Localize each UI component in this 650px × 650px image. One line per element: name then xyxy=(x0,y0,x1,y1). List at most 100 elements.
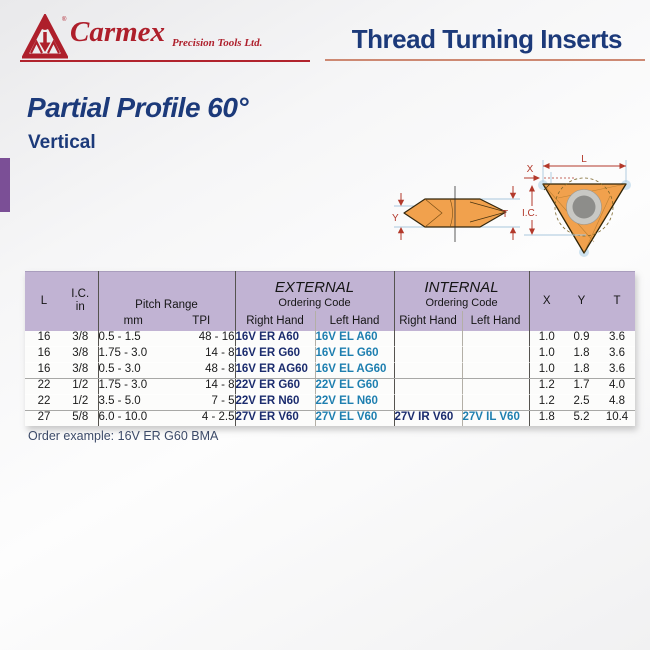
brand-subtitle: Precision Tools Ltd. xyxy=(172,37,263,49)
cell-ic: 1/2 xyxy=(63,394,99,411)
cell-internal-right-hand: 27V IR V60 xyxy=(394,410,463,426)
table-row: 27 5/8 6.0 - 10.0 4 - 2.5 27V ER V60 27V… xyxy=(25,410,636,426)
cell-l: 16 xyxy=(25,346,63,363)
cell-internal-left-hand xyxy=(462,394,530,411)
cell-external-right-hand: 16V ER G60 xyxy=(235,346,316,363)
col-header-internal-left-hand: Left Hand xyxy=(462,310,530,331)
col-header-y: Y xyxy=(564,271,600,331)
cell-l: 22 xyxy=(25,378,63,395)
col-header-external-left-hand: Left Hand xyxy=(315,310,395,331)
table-row: 22 1/2 3.5 - 5.0 7 - 5 22V ER N60 22V EL… xyxy=(25,394,636,411)
col-header-ic-label: I.C. xyxy=(71,288,90,301)
side-view-y-label: Y xyxy=(392,213,399,224)
cell-l: 16 xyxy=(25,362,63,379)
cell-l: 22 xyxy=(25,394,63,411)
cell-t: 3.6 xyxy=(599,346,636,363)
col-header-external: EXTERNAL xyxy=(235,271,395,296)
cell-ic: 3/8 xyxy=(63,362,99,379)
cell-pitch-mm: 1.75 - 3.0 xyxy=(98,346,168,363)
cell-external-right-hand: 16V ER A60 xyxy=(235,330,316,347)
table-row: 16 3/8 0.5 - 1.5 48 - 16 16V ER A60 16V … xyxy=(25,330,636,347)
cell-pitch-mm: 0.5 - 1.5 xyxy=(98,330,168,347)
cell-y: 2.5 xyxy=(564,394,600,411)
col-header-ordering-code-external: Ordering Code xyxy=(235,295,395,311)
cell-external-left-hand: 16V EL G60 xyxy=(315,346,395,363)
page-title: Thread Turning Inserts xyxy=(351,24,623,54)
insert-spec-table: L I.C. in Pitch Range EXTERNAL INTERNAL … xyxy=(25,271,636,426)
cell-external-right-hand: 22V ER G60 xyxy=(235,378,316,395)
col-header-internal: INTERNAL xyxy=(394,271,530,296)
col-header-tpi: TPI xyxy=(168,310,236,331)
cell-internal-right-hand xyxy=(394,378,463,395)
cell-internal-right-hand xyxy=(394,346,463,363)
col-header-t: T xyxy=(599,271,636,331)
order-example: Order example: 16V ER G60 BMA xyxy=(28,429,219,443)
cell-pitch-mm: 6.0 - 10.0 xyxy=(98,410,168,426)
cell-internal-right-hand xyxy=(394,362,463,379)
cell-pitch-tpi: 14 - 8 xyxy=(168,346,236,363)
top-view-ic-label: I.C. xyxy=(522,208,538,219)
cell-internal-left-hand xyxy=(462,362,530,379)
table-row: 16 3/8 0.5 - 3.0 48 - 8 16V ER AG60 16V … xyxy=(25,362,636,379)
cell-pitch-mm: 0.5 - 3.0 xyxy=(98,362,168,379)
top-view-l-label: L xyxy=(581,154,587,165)
registered-mark-icon: ® xyxy=(62,16,67,23)
cell-internal-left-hand xyxy=(462,378,530,395)
cell-ic: 5/8 xyxy=(63,410,99,426)
col-header-ordering-code-internal: Ordering Code xyxy=(394,295,530,311)
cell-l: 27 xyxy=(25,410,63,426)
section-title: Partial Profile 60° xyxy=(27,92,249,123)
cell-external-left-hand: 16V EL A60 xyxy=(315,330,395,347)
cell-x: 1.0 xyxy=(529,346,565,363)
cell-ic: 3/8 xyxy=(63,330,99,347)
title-underline xyxy=(325,59,645,61)
cell-pitch-tpi: 48 - 16 xyxy=(168,330,236,347)
cell-external-right-hand: 22V ER N60 xyxy=(235,394,316,411)
cell-t: 4.8 xyxy=(599,394,636,411)
col-header-x: X xyxy=(529,271,565,331)
cell-external-left-hand: 27V EL V60 xyxy=(315,410,395,426)
side-view-t-label: T xyxy=(502,209,508,220)
section-subtitle: Vertical xyxy=(28,132,96,153)
cell-t: 4.0 xyxy=(599,378,636,395)
cell-y: 1.8 xyxy=(564,346,600,363)
cell-x: 1.0 xyxy=(529,330,565,347)
insert-side-view-diagram: Y T xyxy=(392,166,524,262)
top-view-x-label: X xyxy=(527,164,534,175)
col-header-l: L xyxy=(25,271,63,331)
insert-top-view-diagram: L X I.C. xyxy=(522,150,650,270)
cell-pitch-mm: 3.5 - 5.0 xyxy=(98,394,168,411)
cell-internal-left-hand xyxy=(462,330,530,347)
cell-y: 1.7 xyxy=(564,378,600,395)
cell-pitch-mm: 1.75 - 3.0 xyxy=(98,378,168,395)
cell-pitch-tpi: 48 - 8 xyxy=(168,362,236,379)
col-header-pitch-range: Pitch Range xyxy=(98,271,236,311)
cell-y: 0.9 xyxy=(564,330,600,347)
cell-x: 1.0 xyxy=(529,362,565,379)
table-row: 22 1/2 1.75 - 3.0 14 - 8 22V ER G60 22V … xyxy=(25,378,636,395)
accent-bar xyxy=(0,158,10,212)
col-header-external-right-hand: Right Hand xyxy=(235,310,316,331)
cell-y: 5.2 xyxy=(564,410,600,426)
cell-external-left-hand: 22V EL N60 xyxy=(315,394,395,411)
cell-t: 10.4 xyxy=(599,410,636,426)
cell-l: 16 xyxy=(25,330,63,347)
cell-t: 3.6 xyxy=(599,362,636,379)
col-header-ic-unit: in xyxy=(75,301,85,314)
cell-pitch-tpi: 14 - 8 xyxy=(168,378,236,395)
brand-name: Carmex xyxy=(70,16,166,48)
cell-ic: 1/2 xyxy=(63,378,99,395)
cell-x: 1.8 xyxy=(529,410,565,426)
cell-internal-right-hand xyxy=(394,394,463,411)
cell-internal-left-hand: 27V IL V60 xyxy=(462,410,530,426)
col-header-internal-right-hand: Right Hand xyxy=(394,310,463,331)
carmex-logo-icon: ® xyxy=(22,14,68,59)
cell-ic: 3/8 xyxy=(63,346,99,363)
cell-external-right-hand: 27V ER V60 xyxy=(235,410,316,426)
cell-external-left-hand: 22V EL G60 xyxy=(315,378,395,395)
cell-external-left-hand: 16V EL AG60 xyxy=(315,362,395,379)
brand-underline xyxy=(20,60,310,62)
cell-y: 1.8 xyxy=(564,362,600,379)
col-header-ic: I.C. in xyxy=(63,271,99,331)
cell-x: 1.2 xyxy=(529,378,565,395)
